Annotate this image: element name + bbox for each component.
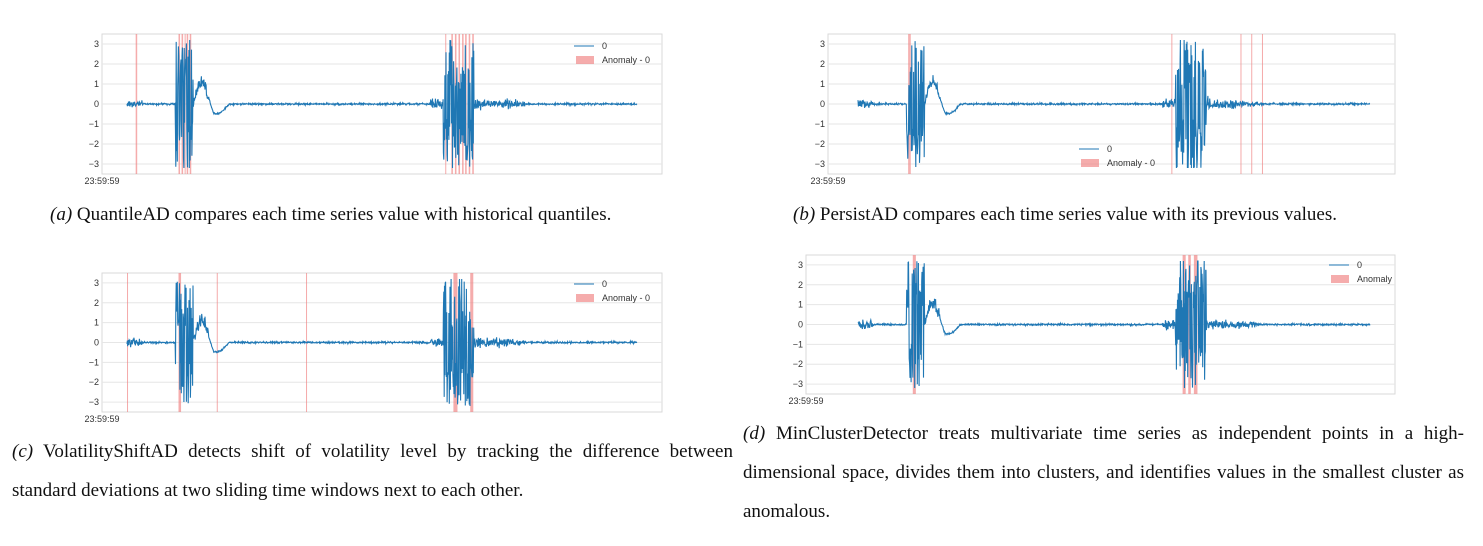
legend-anomaly-label-d: Anomaly: [1357, 274, 1393, 284]
ytick-label-a-1: 2: [94, 59, 99, 69]
ytick-label-b-1: 2: [820, 59, 825, 69]
ytick-label-c-2: 1: [94, 318, 99, 328]
caption-a: (a) QuantileAD compares each time series…: [50, 195, 730, 234]
ytick-label-a-0: 3: [94, 39, 99, 49]
ytick-label-b-3: 0: [820, 99, 825, 109]
series-line-d: [857, 260, 1371, 389]
ytick-label-c-5: −2: [89, 377, 99, 387]
legend-series-label-a: 0: [602, 41, 607, 51]
ytick-label-b-2: 1: [820, 79, 825, 89]
series-line-c: [126, 278, 638, 407]
xtick-label-c: 23:59:59: [84, 414, 119, 424]
ytick-label-d-4: −1: [793, 339, 803, 349]
xtick-label-a: 23:59:59: [84, 176, 119, 186]
ytick-label-d-6: −3: [793, 379, 803, 389]
caption-a-label: (a): [50, 204, 73, 225]
caption-d-label: (d): [743, 423, 766, 444]
ytick-label-a-6: −3: [89, 159, 99, 169]
ytick-label-c-1: 2: [94, 298, 99, 308]
caption-c-text: VolatilityShiftAD detects shift of volat…: [12, 441, 733, 501]
series-line-a: [126, 39, 638, 169]
legend-anomaly-swatch-d: [1331, 275, 1349, 283]
ytick-label-d-3: 0: [798, 320, 803, 330]
xtick-label-b: 23:59:59: [810, 176, 845, 186]
ytick-label-c-6: −3: [89, 397, 99, 407]
ytick-label-a-2: 1: [94, 79, 99, 89]
legend-anomaly-label-c: Anomaly - 0: [602, 293, 650, 303]
ytick-label-b-6: −3: [815, 159, 825, 169]
ytick-label-b-0: 3: [820, 39, 825, 49]
ytick-label-a-3: 0: [94, 99, 99, 109]
caption-b-label: (b): [793, 204, 816, 225]
anomaly-region-a-5: [189, 34, 192, 174]
ytick-label-b-4: −1: [815, 119, 825, 129]
caption-c: (c) VolatilityShiftAD detects shift of v…: [12, 432, 733, 510]
ytick-label-c-3: 0: [94, 338, 99, 348]
caption-d-text: MinClusterDetector treats multivariate t…: [743, 423, 1465, 522]
ytick-label-c-0: 3: [94, 278, 99, 288]
legend-anomaly-label-a: Anomaly - 0: [602, 55, 650, 65]
caption-d: (d) MinClusterDetector treats multivaria…: [743, 414, 1464, 531]
legend-series-label-d: 0: [1357, 260, 1362, 270]
anomaly-region-c-2: [216, 273, 218, 412]
subfigure-b: 3 2 1 0 −1 −2 −3 23:59:59 0 Anomaly - 0: [740, 0, 1483, 230]
ytick-label-a-4: −1: [89, 119, 99, 129]
legend-anomaly-label-b: Anomaly - 0: [1107, 158, 1155, 168]
xtick-label-d: 23:59:59: [788, 396, 823, 406]
ytick-label-a-5: −2: [89, 139, 99, 149]
ytick-label-d-1: 2: [798, 280, 803, 290]
legend-series-label-c: 0: [602, 279, 607, 289]
chart-d: 3 2 1 0 −1 −2 −3 23:59:59 0 Anomaly: [788, 254, 1396, 406]
anomaly-region-c-4: [453, 273, 458, 412]
subfigure-c: 3 2 1 0 −1 −2 −3 23:59:59 0 Anomaly - 0: [0, 238, 740, 438]
legend-anomaly-swatch-a: [576, 56, 594, 64]
caption-b-text: PersistAD compares each time series valu…: [819, 204, 1337, 225]
legend-series-label-b: 0: [1107, 144, 1112, 154]
ytick-label-d-2: 1: [798, 300, 803, 310]
chart-a: 3 2 1 0 −1 −2 −3 23:59:59 0 Anomaly - 0: [84, 33, 663, 186]
series-line-b: [857, 39, 1371, 169]
ytick-label-c-4: −1: [89, 357, 99, 367]
legend-anomaly-swatch-c: [576, 294, 594, 302]
subfigure-d: 3 2 1 0 −1 −2 −3 23:59:59 0 Anomaly: [740, 219, 1483, 419]
legend-anomaly-swatch-b: [1081, 159, 1099, 167]
ytick-label-d-5: −2: [793, 359, 803, 369]
chart-b: 3 2 1 0 −1 −2 −3 23:59:59 0 Anomaly - 0: [810, 33, 1396, 186]
ytick-label-d-0: 3: [798, 260, 803, 270]
chart-c: 3 2 1 0 −1 −2 −3 23:59:59 0 Anomaly - 0: [84, 272, 663, 424]
caption-b: (b) PersistAD compares each time series …: [793, 195, 1473, 234]
ytick-label-b-5: −2: [815, 139, 825, 149]
caption-a-text: QuantileAD compares each time series val…: [76, 204, 612, 225]
subfigure-a: 3 2 1 0 −1 −2 −3 23:59:59 0 Anomaly - 0: [0, 0, 740, 230]
caption-c-label: (c): [12, 441, 34, 462]
